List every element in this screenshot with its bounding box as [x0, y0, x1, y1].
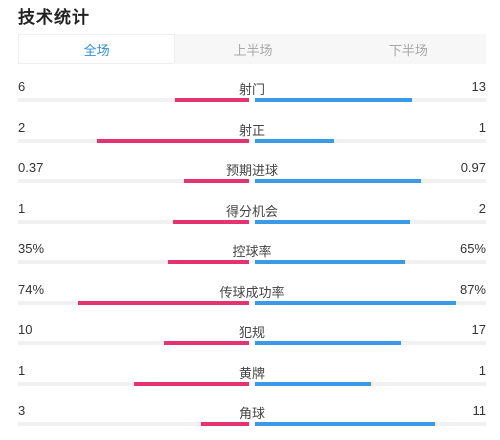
home-bar [200, 422, 249, 426]
stat-label: 犯规 [238, 326, 265, 341]
home-value: 3 [18, 403, 26, 418]
home-bar-track [18, 300, 249, 305]
home-bar [172, 219, 249, 224]
stat-label: 预期进球 [225, 164, 278, 179]
away-bar [255, 179, 422, 183]
away-bar [255, 260, 406, 264]
away-bar-track [255, 98, 486, 102]
home-bar-track [18, 381, 249, 386]
away-value: 2 [478, 200, 486, 216]
away-bar [255, 138, 334, 143]
home-value: 35% [18, 241, 45, 256]
away-value: 1 [478, 119, 486, 135]
home-value: 1 [18, 362, 26, 378]
home-value: 74% [18, 281, 45, 297]
away-bar-track [255, 341, 486, 345]
home-bar-track [18, 219, 249, 224]
away-value: 11 [472, 403, 487, 418]
away-value: 13 [471, 79, 486, 94]
stat-row: 1 得分机会 2 [18, 196, 486, 237]
away-bar-track [255, 381, 486, 386]
home-bar [163, 341, 249, 345]
home-bar-track [18, 341, 249, 345]
tab-second-half[interactable]: 下半场 [388, 43, 428, 59]
away-bar-track [255, 179, 486, 183]
stat-row: 35% 控球率 65% [18, 236, 486, 277]
away-bar-track [255, 422, 486, 426]
page-title: 技术统计 [18, 8, 90, 28]
away-bar [255, 300, 456, 305]
home-value: 2 [18, 119, 26, 135]
home-bar [175, 98, 249, 102]
tab-first-half[interactable]: 上半场 [233, 43, 273, 59]
stat-row: 1 黄牌 1 [18, 358, 486, 399]
home-value: 1 [18, 200, 26, 216]
away-bar [255, 98, 413, 102]
stat-label: 传球成功率 [219, 285, 285, 301]
away-value: 65% [459, 241, 486, 256]
stat-label: 控球率 [232, 245, 272, 260]
away-value: 1 [478, 362, 486, 378]
home-value: 6 [18, 79, 26, 94]
stats-list: 6 射门 13 2 射正 1 0.37 预期进球 0.97 1 得分机会 2 3… [18, 74, 486, 439]
away-bar [255, 381, 371, 386]
stat-row: 0.37 预期进球 0.97 [18, 155, 486, 196]
home-bar [168, 260, 249, 264]
stat-row: 74% 传球成功率 87% [18, 277, 486, 318]
stat-label: 得分机会 [225, 204, 278, 220]
away-bar [255, 341, 401, 345]
home-bar-track [18, 179, 249, 183]
away-bar-track [255, 260, 486, 264]
away-bar [255, 422, 436, 426]
stat-label: 射正 [238, 123, 265, 139]
stat-row: 3 角球 11 [18, 398, 486, 439]
home-bar [96, 138, 249, 143]
period-tabs: 全场 上半场 下半场 [18, 34, 486, 64]
away-bar-track [255, 138, 486, 143]
away-bar [255, 219, 410, 224]
home-bar-track [18, 98, 249, 102]
home-bar-track [18, 260, 249, 264]
away-value: 0.97 [460, 160, 486, 175]
away-value: 87% [459, 281, 486, 297]
home-bar-track [18, 138, 249, 143]
stat-label: 黄牌 [238, 366, 265, 382]
home-bar [78, 300, 249, 305]
home-value: 10 [18, 322, 33, 337]
stat-label: 角球 [238, 407, 265, 422]
home-bar [133, 381, 249, 386]
home-bar-track [18, 422, 249, 426]
home-bar [184, 179, 249, 183]
home-value: 0.37 [18, 160, 44, 175]
away-bar-track [255, 219, 486, 224]
stat-row: 2 射正 1 [18, 115, 486, 156]
stat-row: 10 犯规 17 [18, 317, 486, 358]
away-bar-track [255, 300, 486, 305]
tab-full-match[interactable]: 全场 [18, 34, 176, 64]
away-value: 17 [471, 322, 486, 337]
stat-label: 射门 [238, 83, 265, 98]
stat-row: 6 射门 13 [18, 74, 486, 115]
